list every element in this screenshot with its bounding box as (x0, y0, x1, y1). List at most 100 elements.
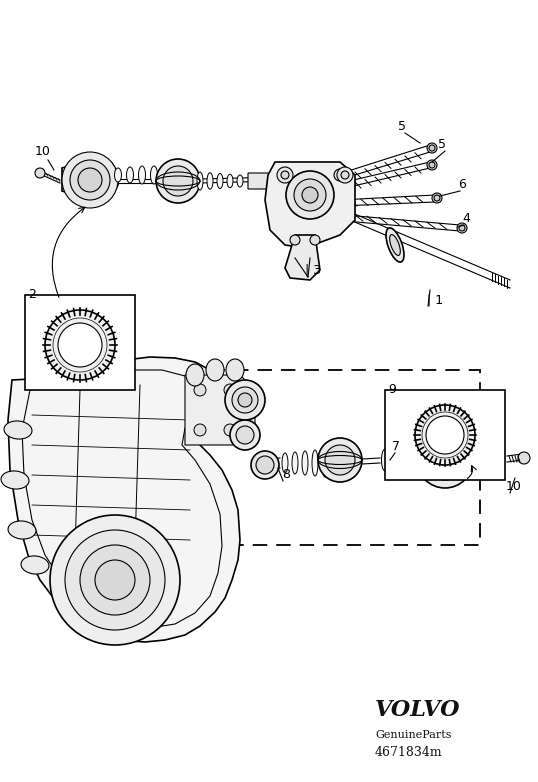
Bar (385, 390, 505, 480)
Text: VOLVO: VOLVO (375, 699, 461, 721)
Circle shape (95, 560, 135, 600)
Text: 7: 7 (392, 440, 400, 453)
Ellipse shape (237, 175, 243, 187)
Ellipse shape (21, 556, 49, 574)
Circle shape (251, 451, 279, 479)
Circle shape (50, 515, 180, 645)
Ellipse shape (292, 452, 298, 474)
Ellipse shape (282, 453, 288, 473)
Circle shape (426, 416, 464, 454)
Circle shape (415, 405, 475, 465)
Circle shape (78, 168, 102, 192)
Circle shape (341, 171, 349, 179)
Circle shape (334, 169, 346, 181)
Text: 4: 4 (462, 212, 470, 225)
Circle shape (224, 384, 236, 396)
Circle shape (427, 160, 437, 170)
Circle shape (302, 187, 318, 203)
Ellipse shape (386, 228, 404, 262)
Bar (25, 295, 135, 390)
Circle shape (45, 310, 115, 380)
Circle shape (432, 193, 442, 203)
Text: 10: 10 (506, 480, 522, 493)
Circle shape (290, 235, 300, 245)
Ellipse shape (162, 167, 169, 183)
Ellipse shape (390, 235, 400, 256)
Circle shape (310, 235, 320, 245)
Ellipse shape (1, 471, 29, 489)
Circle shape (277, 167, 293, 183)
Circle shape (236, 426, 254, 444)
Circle shape (425, 440, 465, 480)
Circle shape (281, 171, 289, 179)
Circle shape (427, 143, 437, 153)
Circle shape (232, 387, 258, 413)
Ellipse shape (197, 172, 203, 190)
Polygon shape (185, 375, 255, 445)
Circle shape (256, 456, 274, 474)
Ellipse shape (115, 168, 122, 182)
Ellipse shape (4, 421, 32, 439)
Circle shape (294, 179, 326, 211)
Ellipse shape (417, 446, 424, 474)
Ellipse shape (226, 359, 244, 381)
Circle shape (279, 169, 291, 181)
Text: 8: 8 (282, 468, 290, 481)
Bar (65, 370, 480, 545)
Text: | 1: | 1 (427, 293, 443, 306)
Text: 9: 9 (388, 383, 396, 396)
Text: 2: 2 (28, 288, 36, 301)
Circle shape (62, 152, 118, 208)
Circle shape (163, 166, 193, 196)
Ellipse shape (138, 166, 145, 184)
Text: 10: 10 (35, 145, 51, 158)
Circle shape (429, 162, 435, 168)
Text: 5: 5 (398, 120, 406, 133)
Ellipse shape (381, 449, 388, 471)
Circle shape (194, 424, 206, 436)
Ellipse shape (302, 451, 308, 475)
Circle shape (286, 171, 334, 219)
Ellipse shape (406, 447, 413, 473)
Ellipse shape (207, 173, 213, 189)
Text: 5: 5 (438, 138, 446, 151)
Polygon shape (62, 158, 118, 201)
Ellipse shape (312, 450, 318, 476)
Circle shape (417, 432, 473, 488)
Circle shape (225, 380, 265, 420)
Polygon shape (285, 235, 320, 280)
Circle shape (80, 545, 150, 615)
Ellipse shape (227, 174, 233, 188)
Ellipse shape (322, 449, 328, 477)
Circle shape (318, 438, 362, 482)
Circle shape (337, 167, 353, 183)
Circle shape (518, 452, 530, 464)
Circle shape (65, 530, 165, 630)
Ellipse shape (206, 359, 224, 381)
Text: | 3: | 3 (305, 263, 321, 276)
Ellipse shape (8, 521, 36, 539)
Circle shape (459, 225, 465, 231)
Circle shape (70, 160, 110, 200)
Text: 6: 6 (458, 178, 466, 191)
Ellipse shape (186, 364, 204, 386)
Ellipse shape (393, 448, 400, 472)
Polygon shape (8, 357, 240, 642)
Text: 4671834m: 4671834m (375, 746, 443, 759)
Circle shape (156, 159, 200, 203)
Circle shape (238, 393, 252, 407)
Circle shape (325, 445, 355, 475)
Circle shape (457, 223, 467, 233)
Circle shape (224, 424, 236, 436)
Circle shape (58, 323, 102, 367)
Polygon shape (248, 173, 274, 189)
Circle shape (429, 145, 435, 151)
Circle shape (230, 420, 260, 450)
Ellipse shape (429, 445, 436, 475)
Ellipse shape (217, 174, 223, 188)
Circle shape (433, 448, 457, 472)
Ellipse shape (174, 168, 181, 182)
Text: GenuineParts: GenuineParts (375, 730, 451, 740)
Ellipse shape (126, 167, 133, 183)
Polygon shape (265, 162, 355, 248)
